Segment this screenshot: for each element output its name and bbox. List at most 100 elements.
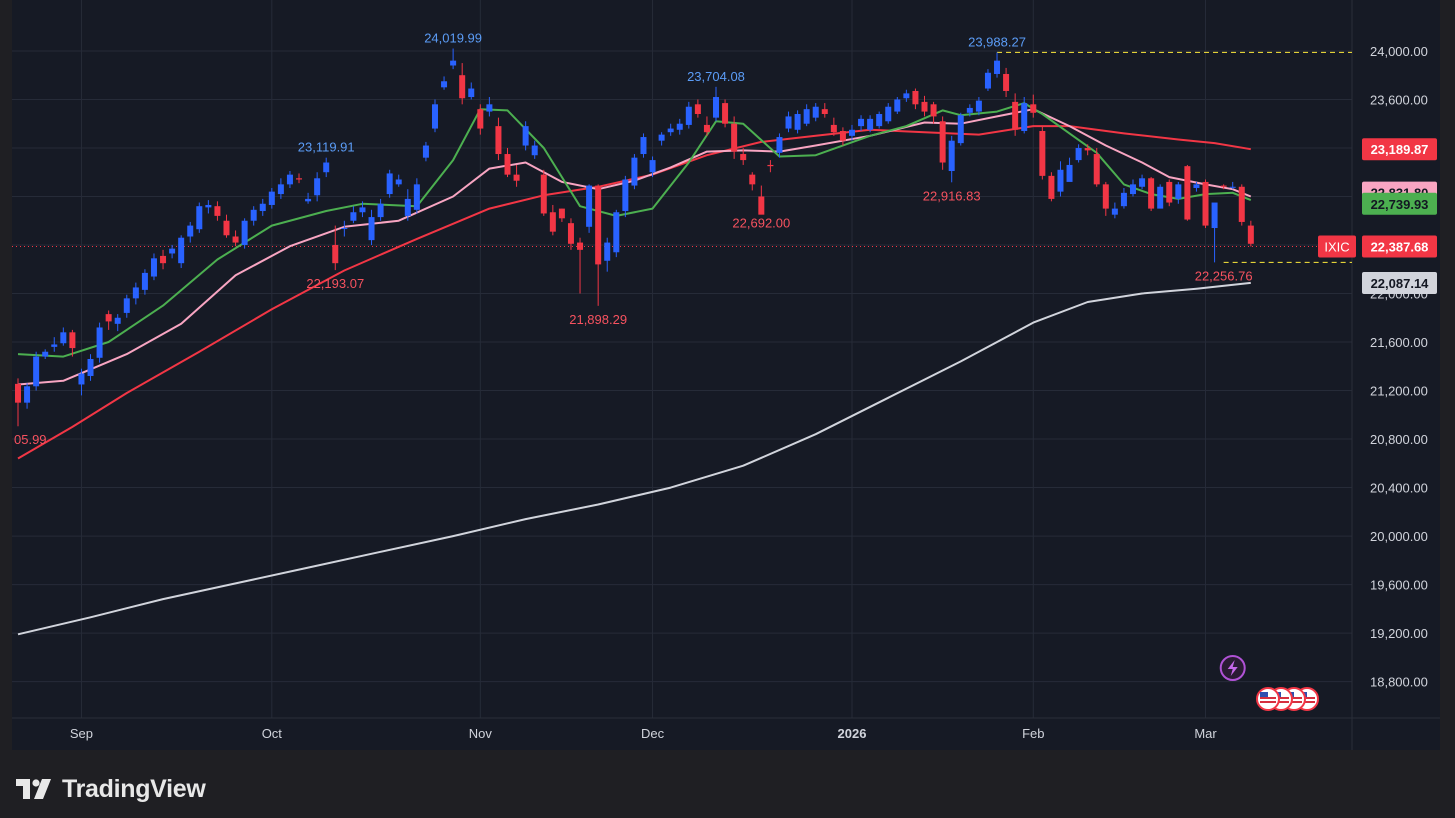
candle-body[interactable] xyxy=(513,174,520,181)
candle-body[interactable] xyxy=(96,327,103,358)
candle-body[interactable] xyxy=(1066,164,1073,182)
candle-body[interactable] xyxy=(975,100,982,112)
candle-body[interactable] xyxy=(667,128,674,133)
candle-body[interactable] xyxy=(277,184,284,195)
candle-body[interactable] xyxy=(169,248,176,254)
candle-body[interactable] xyxy=(540,174,547,214)
candle-body[interactable] xyxy=(422,145,429,158)
candle-body[interactable] xyxy=(1157,186,1164,209)
candle-body[interactable] xyxy=(123,298,130,313)
candle-body[interactable] xyxy=(604,242,611,261)
candle-body[interactable] xyxy=(1057,169,1064,192)
candle-body[interactable] xyxy=(305,198,312,202)
candle-body[interactable] xyxy=(595,185,602,265)
candle-body[interactable] xyxy=(178,237,185,264)
candle-body[interactable] xyxy=(867,118,874,130)
candle-body[interactable] xyxy=(839,130,846,141)
candle-body[interactable] xyxy=(105,314,112,322)
candle-body[interactable] xyxy=(69,332,76,349)
candle-body[interactable] xyxy=(713,97,720,118)
candle-body[interactable] xyxy=(114,317,121,324)
candle-body[interactable] xyxy=(522,126,529,146)
candle-body[interactable] xyxy=(921,101,928,112)
candle-body[interactable] xyxy=(268,191,275,205)
candle-body[interactable] xyxy=(731,123,738,152)
candle-body[interactable] xyxy=(640,137,647,155)
candle-body[interactable] xyxy=(1175,184,1182,199)
candle-body[interactable] xyxy=(431,104,438,129)
candle-body[interactable] xyxy=(957,115,964,144)
chart-area[interactable]: 24,019.99 23,119.91 23,704.08 23,988.27 22,1… xyxy=(12,0,1440,750)
candle-body[interactable] xyxy=(51,344,58,347)
candle-body[interactable] xyxy=(1139,178,1146,187)
candle-body[interactable] xyxy=(323,162,330,173)
candle-body[interactable] xyxy=(1238,186,1245,222)
candle-body[interactable] xyxy=(286,174,293,185)
candle-body[interactable] xyxy=(150,258,157,277)
candle-body[interactable] xyxy=(459,75,466,99)
candle-body[interactable] xyxy=(894,99,901,112)
candle-body[interactable] xyxy=(622,179,629,212)
candle-body[interactable] xyxy=(42,351,49,357)
candle-body[interactable] xyxy=(259,203,266,212)
candle-body[interactable] xyxy=(939,121,946,163)
candle-body[interactable] xyxy=(386,173,393,195)
candle-body[interactable] xyxy=(549,212,556,232)
candle-body[interactable] xyxy=(1202,181,1209,226)
candle-body[interactable] xyxy=(395,179,402,185)
candle-body[interactable] xyxy=(649,160,656,173)
candle-body[interactable] xyxy=(359,207,366,213)
candle-body[interactable] xyxy=(132,287,139,299)
candle-body[interactable] xyxy=(214,206,221,216)
candle-body[interactable] xyxy=(368,217,375,241)
candle-body[interactable] xyxy=(740,154,747,161)
candle-body[interactable] xyxy=(413,184,420,210)
candle-body[interactable] xyxy=(205,204,212,208)
candle-body[interactable] xyxy=(903,93,910,99)
candle-body[interactable] xyxy=(404,198,411,216)
candle-body[interactable] xyxy=(1148,178,1155,209)
candle-body[interactable] xyxy=(1048,175,1055,199)
candle-body[interactable] xyxy=(1247,225,1254,244)
candle-body[interactable] xyxy=(24,386,31,403)
candle-body[interactable] xyxy=(314,178,321,196)
candle-body[interactable] xyxy=(577,242,584,250)
candle-body[interactable] xyxy=(930,104,937,117)
candle-body[interactable] xyxy=(241,220,248,245)
candle-body[interactable] xyxy=(1012,101,1019,130)
candle-body[interactable] xyxy=(1030,104,1037,113)
candle-body[interactable] xyxy=(1211,202,1218,229)
candle-body[interactable] xyxy=(613,212,620,253)
candle-body[interactable] xyxy=(377,203,384,218)
candle-body[interactable] xyxy=(848,129,855,136)
price-chart[interactable]: 24,019.99 23,119.91 23,704.08 23,988.27 22,1… xyxy=(12,0,1440,750)
candle-body[interactable] xyxy=(1120,192,1127,207)
candle-body[interactable] xyxy=(1084,147,1091,151)
candle-body[interactable] xyxy=(767,164,774,167)
candle-body[interactable] xyxy=(984,72,991,89)
candle-body[interactable] xyxy=(994,60,1001,74)
tradingview-brand[interactable]: TradingView xyxy=(16,772,206,806)
candle-body[interactable] xyxy=(33,356,40,387)
candle-body[interactable] xyxy=(450,60,457,66)
candle-body[interactable] xyxy=(60,332,67,344)
candle-body[interactable] xyxy=(296,178,303,180)
candle-body[interactable] xyxy=(141,272,148,290)
candle-body[interactable] xyxy=(1021,103,1028,131)
candle-body[interactable] xyxy=(531,145,538,156)
candle-body[interactable] xyxy=(812,106,819,118)
candle-body[interactable] xyxy=(477,109,484,129)
candle-body[interactable] xyxy=(803,109,810,124)
candle-body[interactable] xyxy=(1093,154,1100,185)
candle-body[interactable] xyxy=(223,220,230,236)
candle-body[interactable] xyxy=(676,123,683,130)
candle-body[interactable] xyxy=(87,359,94,376)
candle-body[interactable] xyxy=(441,81,448,88)
candle-body[interactable] xyxy=(1075,147,1082,161)
candle-body[interactable] xyxy=(1166,181,1173,203)
candle-body[interactable] xyxy=(749,174,756,185)
candle-body[interactable] xyxy=(1102,184,1109,209)
candle-body[interactable] xyxy=(232,236,239,243)
candle-body[interactable] xyxy=(722,103,729,124)
candle-body[interactable] xyxy=(785,116,792,129)
